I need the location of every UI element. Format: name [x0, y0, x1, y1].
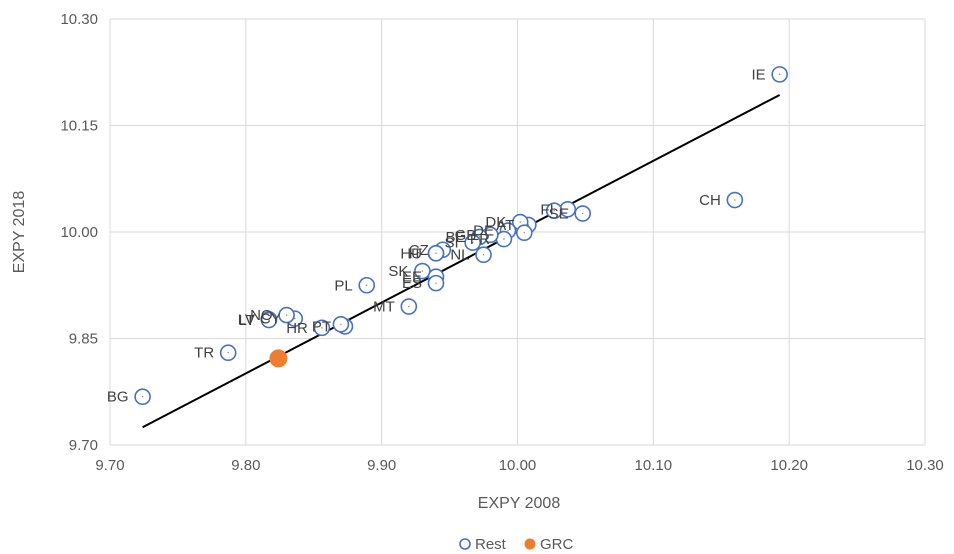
data-point-center [553, 210, 555, 212]
point-label: DE [473, 223, 494, 240]
data-point-center [366, 284, 368, 286]
legend-label-grc: GRC [540, 536, 574, 553]
data-point-center [582, 212, 584, 215]
legend-label-rest: Rest [475, 536, 507, 553]
point-label: HU [400, 245, 422, 262]
y-tick-label: 10.30 [60, 11, 98, 28]
data-point-center [734, 199, 736, 201]
x-tick-label: 10.00 [499, 457, 537, 474]
point-label: MT [373, 299, 395, 316]
x-tick-label: 9.80 [231, 457, 260, 474]
y-tick-label: 9.85 [69, 331, 98, 348]
x-tick-label: 10.20 [770, 457, 808, 474]
data-point-grc [269, 349, 288, 368]
point-label: AT [496, 217, 514, 234]
data-point-center [778, 73, 781, 76]
point-label: SK [388, 263, 408, 280]
legend-marker-grc [524, 538, 536, 550]
data-point-center [478, 236, 481, 238]
y-tick-label: 10.00 [60, 224, 98, 241]
data-point-center [321, 327, 323, 329]
data-point-center [285, 314, 288, 316]
point-label: SE [549, 206, 569, 223]
grid-lines [109, 18, 926, 446]
point-label: PL [334, 277, 352, 294]
y-axis-title: EXPY 2018 [11, 191, 28, 274]
data-point-center [519, 221, 521, 223]
trendline [142, 94, 781, 429]
x-axis-title: EXPY 2008 [478, 495, 561, 512]
axes: 9.70 9.80 9.90 10.00 10.10 10.20 10.30 9.70 9.85… [60, 11, 943, 474]
data-point-center [489, 234, 492, 236]
data-point-center [503, 238, 505, 240]
data-point-center [435, 282, 437, 284]
data-point-center [141, 396, 144, 398]
x-tick-label: 9.90 [367, 457, 396, 474]
trendline-group [142, 94, 781, 429]
y-tick-label: 10.15 [60, 118, 98, 135]
data-point-center [340, 323, 342, 325]
legend-marker-rest [459, 538, 471, 550]
point-label: CY [260, 311, 281, 328]
point-label: BG [107, 389, 129, 406]
point-label: ES [402, 275, 422, 292]
point-label: LV [238, 311, 255, 328]
data-point-center [471, 241, 474, 244]
point-label: FR [470, 231, 490, 248]
point-label: LT [239, 312, 255, 329]
y-tick-label: 9.70 [69, 437, 98, 454]
data-point-center [268, 319, 270, 321]
point-label: CZ [409, 242, 429, 259]
point-label: EE [402, 269, 422, 286]
point-label: CH [699, 192, 721, 209]
point-label: BE [445, 229, 465, 246]
point-label: IT [409, 245, 422, 262]
x-tick-label: 9.70 [95, 457, 124, 474]
data-point-center [507, 229, 509, 232]
data-point-center [408, 305, 410, 308]
data-point-center [227, 352, 229, 354]
point-label: HR [286, 320, 308, 337]
data-point-center [567, 208, 569, 210]
point-label: PT [312, 318, 331, 335]
point-label: DK [485, 214, 506, 231]
point-label: NL [450, 247, 469, 264]
data-point-center [294, 317, 296, 320]
point-label: SI [444, 235, 458, 252]
point-label: FI [540, 201, 553, 218]
legend: Rest GRC [459, 536, 574, 553]
data-point-center [435, 252, 437, 254]
point-label: GB [455, 227, 477, 244]
data-point-center [523, 232, 525, 234]
point-label: NO [250, 307, 273, 324]
data-point-center [421, 270, 424, 272]
point-label: IE [751, 66, 765, 83]
data-points [134, 66, 788, 406]
x-tick-label: 10.30 [906, 457, 944, 474]
data-point-center [482, 254, 485, 256]
point-label: TR [194, 345, 214, 362]
x-tick-label: 10.10 [635, 457, 673, 474]
